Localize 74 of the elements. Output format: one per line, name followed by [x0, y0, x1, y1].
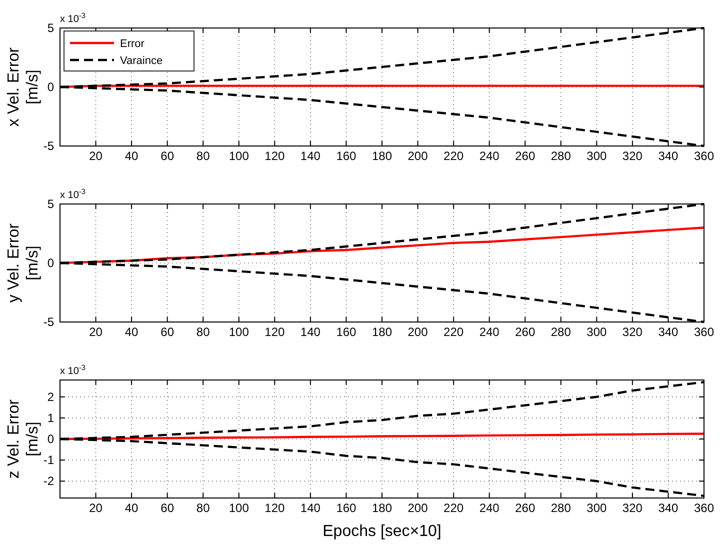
- y-axis-title: x Vel. Error [m/s]: [6, 46, 42, 127]
- x-tick-label: 120: [264, 325, 285, 339]
- y-tick-label: 2: [47, 390, 54, 404]
- x-tick-label: 300: [586, 325, 607, 339]
- x-tick-label: 160: [336, 149, 357, 163]
- y-axis-title: z Vel. Error [m/s]: [6, 398, 42, 479]
- x-tick-label: 140: [300, 149, 321, 163]
- x-tick-label: 360: [694, 325, 714, 339]
- x-tick-label: 320: [622, 501, 643, 515]
- x-tick-label: 180: [372, 325, 392, 339]
- x-tick-label: 100: [228, 149, 250, 163]
- x-tick-label: 340: [658, 325, 679, 339]
- x-tick-label: 20: [89, 501, 103, 515]
- x-tick-label: 60: [160, 501, 174, 515]
- x-tick-label: 360: [694, 501, 714, 515]
- x-tick-label: 340: [658, 501, 679, 515]
- x-tick-label: 60: [160, 325, 174, 339]
- x-tick-label: 260: [515, 501, 536, 515]
- y-axis-title: y Vel. Error [m/s]: [6, 222, 42, 303]
- x-tick-label: 80: [196, 149, 210, 163]
- x-tick-label: 80: [196, 325, 210, 339]
- x-tick-label: 140: [300, 325, 321, 339]
- x-tick-label: 280: [550, 501, 572, 515]
- text: x 10$^{-3}$: [60, 362, 86, 377]
- x-tick-label: 220: [444, 325, 464, 339]
- x-tick-label: 40: [124, 501, 139, 515]
- x-tick-label: 320: [622, 149, 643, 163]
- y-tick-label: 1: [47, 410, 54, 425]
- x-tick-label: 340: [658, 149, 679, 163]
- y-tick-label: -5: [43, 139, 54, 153]
- x-tick-label: 160: [336, 325, 357, 339]
- x-tick-label: 240: [479, 149, 500, 163]
- x-tick-label: 360: [694, 149, 714, 163]
- x-tick-label: 120: [264, 501, 285, 515]
- y-tick-label: 0: [47, 80, 54, 94]
- x-tick-label: 80: [196, 501, 210, 515]
- x-tick-label: 280: [550, 149, 572, 163]
- y-tick-label: 0: [47, 432, 54, 446]
- y-tick-label: 0: [47, 256, 54, 270]
- x-tick-label: 300: [586, 149, 607, 163]
- y-tick-label: -1: [43, 453, 54, 468]
- x-tick-label: 100: [228, 325, 250, 339]
- x-tick-label: 200: [408, 325, 428, 339]
- x-tick-label: 160: [336, 501, 357, 515]
- x-tick-label: 220: [444, 501, 464, 515]
- text: x 10$^{-3}$: [60, 186, 86, 201]
- x-tick-label: 260: [515, 325, 536, 339]
- y-tick-label: -2: [43, 474, 54, 488]
- x-tick-label: 260: [515, 149, 536, 163]
- x-tick-label: 60: [160, 149, 174, 163]
- x-tick-label: 300: [586, 501, 607, 515]
- x-tick-label: 20: [89, 149, 103, 163]
- x-tick-label: 200: [408, 149, 428, 163]
- legend-label: Error: [120, 38, 145, 50]
- x-tick-label: 220: [444, 149, 464, 163]
- x-tick-label: 120: [264, 149, 285, 163]
- y-tick-label: 5: [47, 197, 54, 211]
- text: x 10$^{-3}$: [60, 10, 86, 25]
- x-tick-label: 40: [124, 325, 139, 339]
- x-tick-label: 100: [228, 501, 250, 515]
- x-tick-label: 40: [124, 149, 139, 163]
- x-tick-label: 140: [300, 501, 321, 515]
- y-tick-label: 5: [47, 21, 54, 35]
- x-tick-label: 180: [372, 501, 392, 515]
- x-tick-label: 20: [89, 325, 103, 339]
- x-tick-label: 240: [479, 501, 500, 515]
- x-tick-label: 280: [550, 325, 572, 339]
- x-tick-label: 180: [372, 149, 392, 163]
- x-tick-label: 200: [408, 501, 428, 515]
- x-axis-title: Epochs [sec×10]: [322, 523, 442, 540]
- x-tick-label: 320: [622, 325, 643, 339]
- x-tick-label: 240: [479, 325, 500, 339]
- legend-label: Varaince: [120, 55, 163, 67]
- y-tick-label: -5: [43, 315, 54, 329]
